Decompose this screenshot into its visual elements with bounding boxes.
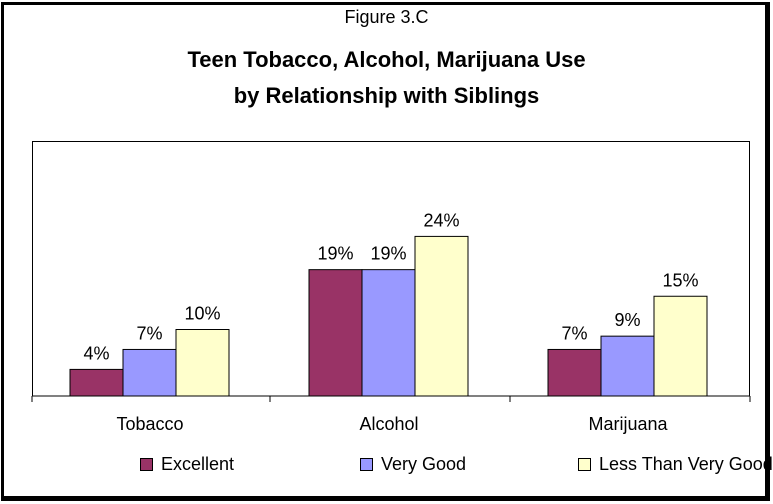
data-label: 9%	[614, 310, 640, 330]
legend-label: Excellent	[161, 454, 235, 474]
x-tick-label-tobacco: Tobacco	[116, 414, 183, 434]
legend-swatch	[578, 458, 591, 471]
chart-title: Teen Tobacco, Alcohol, Marijuana Use by …	[0, 42, 773, 114]
legend-item-very-good: Very Good	[360, 454, 466, 475]
chart-title-line-2: by Relationship with Siblings	[233, 83, 540, 108]
bar-very-good-alcohol	[361, 269, 416, 397]
data-label: 19%	[370, 244, 406, 264]
data-label: 7%	[136, 323, 162, 343]
figure-label: Figure 3.C	[344, 7, 429, 27]
legend-label: Less Than Very Good	[599, 454, 773, 474]
plot-area	[32, 141, 750, 396]
data-label: 7%	[561, 323, 587, 343]
legend: Excellent Very Good Less Than Very Good	[0, 454, 773, 478]
bar-excellent-marijuana	[547, 348, 602, 397]
bar-less-than-very-good-alcohol	[414, 235, 469, 397]
legend-swatch	[360, 458, 373, 471]
data-label: 19%	[317, 244, 353, 264]
bar-excellent-alcohol	[308, 269, 363, 397]
bar-less-than-very-good-marijuana	[653, 295, 708, 397]
data-label: 24%	[423, 210, 459, 230]
chart-title-line-1: Teen Tobacco, Alcohol, Marijuana Use	[187, 47, 586, 72]
bar-excellent-tobacco	[69, 368, 124, 397]
legend-swatch	[140, 458, 153, 471]
bar-very-good-tobacco	[122, 348, 177, 397]
legend-item-less-than-very-good: Less Than Very Good	[578, 454, 773, 475]
data-label: 15%	[662, 270, 698, 290]
legend-label: Very Good	[381, 454, 467, 474]
data-label: 10%	[184, 304, 220, 324]
bar-very-good-marijuana	[600, 335, 655, 397]
data-label: 4%	[83, 343, 109, 363]
x-tick-label-marijuana: Marijuana	[588, 414, 668, 434]
bar-less-than-very-good-tobacco	[175, 329, 230, 397]
x-tick-label-alcohol: Alcohol	[359, 414, 418, 434]
legend-item-excellent: Excellent	[140, 454, 234, 475]
